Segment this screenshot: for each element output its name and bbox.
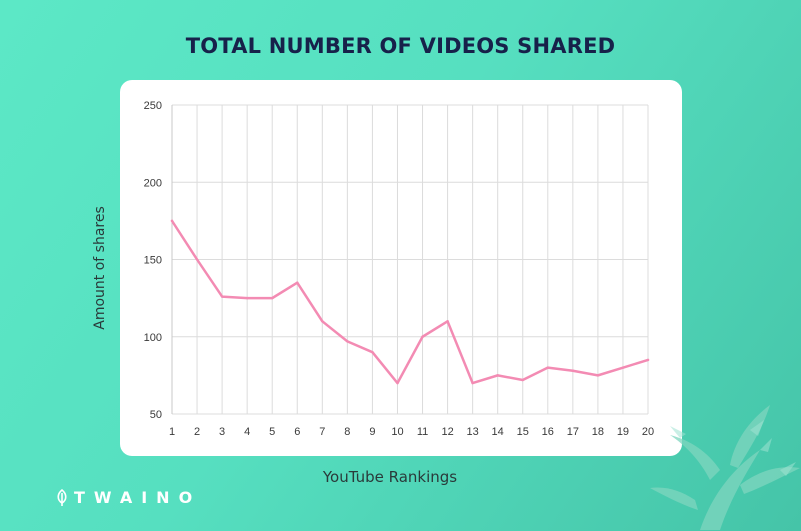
data-point bbox=[471, 381, 474, 385]
x-tick-label: 8 bbox=[344, 426, 350, 438]
x-tick-label: 3 bbox=[219, 426, 225, 438]
y-tick-label: 100 bbox=[144, 332, 162, 344]
x-tick-label: 1 bbox=[169, 426, 175, 438]
x-axis-label: YouTube Rankings bbox=[322, 468, 458, 486]
x-tick-label: 10 bbox=[391, 426, 403, 438]
x-tick-label: 16 bbox=[542, 426, 554, 438]
data-point bbox=[596, 374, 600, 377]
data-point bbox=[521, 378, 524, 382]
x-tick-label: 17 bbox=[567, 426, 579, 438]
leaf-icon bbox=[57, 488, 67, 506]
y-tick-label: 250 bbox=[144, 100, 162, 112]
data-point bbox=[220, 295, 224, 298]
data-point bbox=[371, 351, 374, 354]
y-tick-label: 200 bbox=[144, 177, 162, 189]
x-tick-label: 2 bbox=[194, 426, 200, 438]
data-point bbox=[496, 374, 499, 377]
data-point bbox=[546, 366, 549, 369]
data-point bbox=[621, 366, 625, 369]
x-tick-label: 6 bbox=[294, 426, 300, 438]
x-tick-label: 18 bbox=[592, 426, 604, 438]
chart-card: 50 100 150 200 250 1 2 3 4 5 6 7 8 9 10 11 12 13 14 15 16 17 1… bbox=[120, 80, 682, 456]
palm-leaves-decoration bbox=[650, 405, 800, 530]
x-tick-label: 15 bbox=[517, 426, 529, 438]
data-point bbox=[571, 369, 575, 372]
x-tick-label: 12 bbox=[441, 426, 453, 438]
data-point bbox=[245, 296, 249, 300]
x-tick-label: 9 bbox=[369, 426, 375, 438]
series-line bbox=[170, 219, 650, 385]
data-point bbox=[421, 335, 424, 338]
x-tick-label: 7 bbox=[319, 426, 325, 438]
data-point bbox=[271, 296, 274, 300]
data-point bbox=[646, 358, 650, 362]
x-tick-label: 4 bbox=[244, 426, 250, 438]
x-tick-label: 5 bbox=[269, 426, 275, 438]
data-point bbox=[170, 219, 174, 223]
y-tick-label: 50 bbox=[150, 409, 162, 421]
data-point bbox=[296, 281, 299, 284]
brand-logo: TWAINO bbox=[56, 488, 201, 507]
x-tick-label: 11 bbox=[417, 426, 428, 438]
data-point bbox=[446, 320, 449, 323]
data-point bbox=[396, 381, 399, 385]
x-tick-label: 14 bbox=[492, 426, 504, 438]
data-point bbox=[346, 340, 349, 343]
x-tick-label: 20 bbox=[642, 426, 654, 438]
data-point bbox=[321, 320, 324, 323]
logo-text: TWAINO bbox=[74, 488, 202, 507]
y-tick-label: 150 bbox=[144, 255, 162, 267]
x-tick-label: 19 bbox=[617, 426, 629, 438]
data-point bbox=[195, 258, 199, 261]
y-axis-label: Amount of shares bbox=[92, 206, 108, 330]
chart-title: TOTAL NUMBER OF VIDEOS SHARED bbox=[185, 34, 616, 58]
x-tick-label: 13 bbox=[467, 426, 479, 438]
